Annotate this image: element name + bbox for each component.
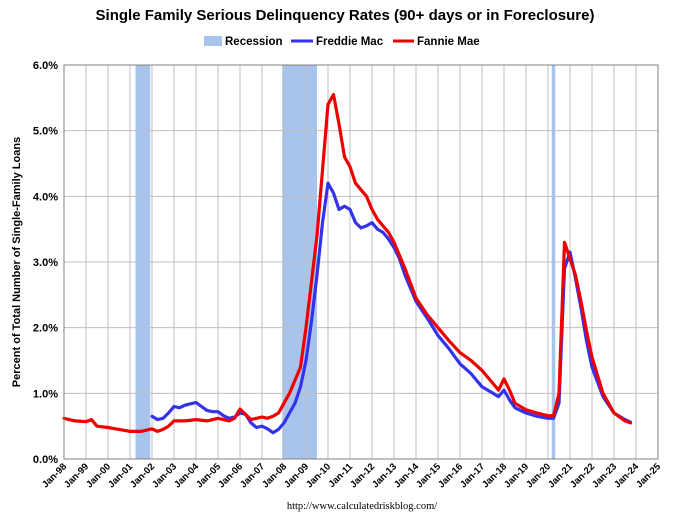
grid: [63, 64, 659, 460]
series-line-freddie-mac: [150, 181, 633, 435]
legend: Recession Freddie Mac Fannie Mae: [204, 36, 480, 48]
legend-label-freddie: Freddie Mac: [316, 36, 384, 48]
y-tick-label: 6.0%: [33, 60, 58, 72]
y-tick-label: 0.0%: [33, 454, 58, 466]
legend-label-fannie: Fannie Mae: [417, 36, 480, 48]
legend-swatch-recession: [204, 36, 222, 46]
chart-title: Single Family Serious Delinquency Rates …: [96, 7, 595, 24]
x-tick-label: Jan-25: [634, 461, 664, 491]
y-tick-label: 2.0%: [33, 323, 58, 335]
y-tick-label: 4.0%: [33, 191, 58, 203]
y-axis-label: Percent of Total Number of Single-Family…: [11, 137, 23, 387]
x-tick-label: Jan-10: [304, 461, 333, 490]
y-axis-ticks: 0.0% 1.0% 2.0% 3.0% 4.0% 5.0% 6.0%: [33, 60, 58, 466]
source-url: http://www.calculatedriskblog.com/: [287, 501, 437, 512]
plot-frame: [63, 64, 659, 460]
series-lines: [62, 93, 633, 435]
legend-label-recession: Recession: [225, 36, 283, 48]
y-tick-label: 5.0%: [33, 126, 58, 138]
y-tick-label: 1.0%: [33, 388, 58, 400]
series-line-fannie-mae: [62, 93, 633, 433]
y-tick-label: 3.0%: [33, 257, 58, 269]
x-axis-ticks: Jan-98Jan-99Jan-00Jan-01Jan-02Jan-03Jan-…: [40, 461, 664, 491]
